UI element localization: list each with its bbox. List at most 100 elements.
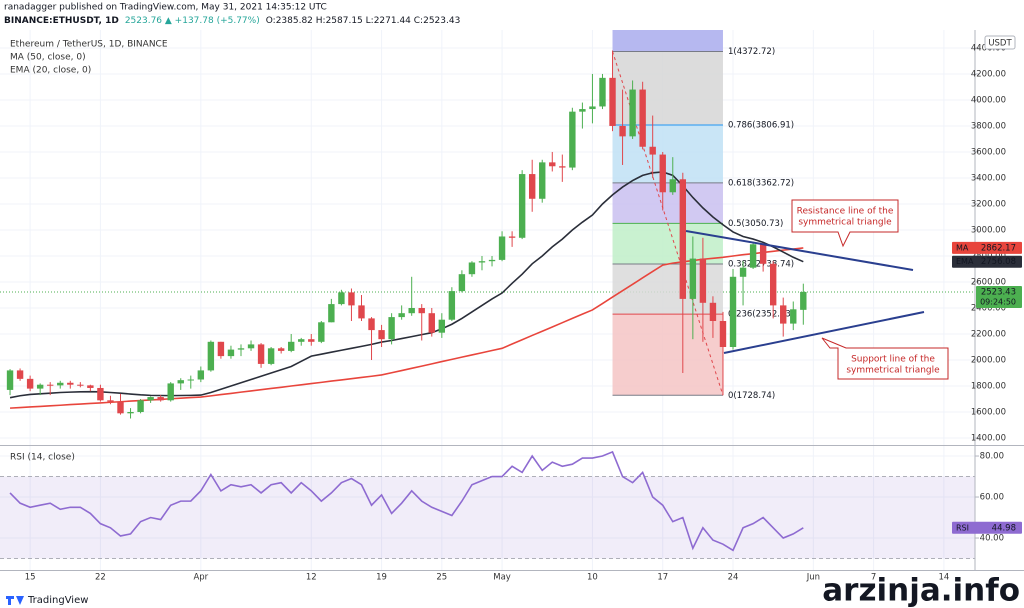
candle-body: [217, 341, 225, 357]
candle-body: [227, 349, 235, 357]
rsi-tag-value: 44.98: [992, 523, 1016, 533]
candle-body: [769, 263, 777, 306]
candle-body: [237, 348, 245, 350]
y-tick-label: 80.00: [980, 452, 1004, 462]
price-tag-timer: 09:24:50: [980, 297, 1016, 306]
callout-box: [791, 199, 899, 248]
brand-name: TradingView: [27, 595, 88, 606]
fib-label: 0.618(3362.72): [728, 178, 794, 188]
candle-body: [629, 89, 636, 137]
candle-body: [729, 276, 737, 348]
candle-body: [147, 397, 154, 401]
candle-body: [398, 313, 405, 318]
candle-body: [257, 344, 265, 364]
y-tick-label: 2400.00: [971, 303, 1006, 313]
y-tick-label: 2000.00: [971, 356, 1006, 366]
fib-zone: [612, 30, 723, 52]
candle-body: [97, 387, 104, 401]
candle-body: [348, 292, 355, 306]
rsi-tag-name: RSI: [956, 523, 969, 532]
rsi-band: [0, 476, 975, 559]
x-tick-label: 17: [657, 573, 668, 583]
x-tick-label: 22: [95, 573, 106, 583]
tradingview-brand: TradingView: [6, 595, 88, 606]
legend-title: Ethereum / TetherUS, 1D, BINANCE: [10, 40, 168, 50]
candle-body: [739, 267, 747, 277]
fib-zone: [612, 182, 723, 224]
candle-body: [57, 382, 64, 386]
fib-label: 0.5(3050.73): [728, 219, 783, 229]
ema-tag-box: [952, 255, 1022, 268]
candle-body: [458, 274, 466, 292]
candle-body: [528, 174, 536, 199]
candle-body: [368, 318, 375, 331]
candle-body: [569, 111, 576, 168]
callout-box: [821, 337, 949, 380]
candle-body: [287, 341, 295, 351]
ma-tag-name: MA: [956, 243, 969, 252]
currency-box: [984, 35, 1016, 50]
x-tick-label: 12: [306, 573, 317, 583]
y-tick-label: 3200.00: [971, 199, 1006, 209]
candle-body: [26, 378, 34, 389]
candle-body: [579, 109, 586, 112]
price-axis-bg: [975, 30, 1024, 590]
x-tick-label: 15: [25, 573, 36, 583]
y-tick-label: 1600.00: [971, 408, 1006, 418]
ema-line: [9, 171, 804, 399]
legend-rsi: RSI (14, close): [10, 453, 75, 463]
candle-body: [428, 313, 435, 333]
candle-body: [478, 261, 486, 263]
candle-body: [790, 309, 797, 324]
callout-text: symmetrical triangle: [846, 366, 940, 376]
plot: [6, 50, 807, 552]
y-tick-label: 3800.00: [971, 121, 1006, 131]
candle-body: [559, 166, 566, 168]
candle-body: [599, 77, 606, 107]
resistance-callout: Resistance line of the symmetrical trian…: [791, 199, 899, 248]
candle-body: [719, 320, 727, 348]
fib-label: 0(1728.74): [728, 391, 775, 401]
candle-body: [418, 307, 425, 314]
candle-body: [549, 162, 556, 167]
candle-body: [207, 341, 215, 371]
candle-body: [107, 400, 114, 402]
candle-body: [67, 382, 74, 385]
candle-body: [539, 162, 546, 199]
y-tick-label: 2200.00: [971, 329, 1006, 339]
candle-body: [800, 291, 807, 310]
candle-body: [609, 77, 616, 126]
candle-body: [308, 339, 315, 342]
candle-body: [157, 397, 164, 401]
candle-body: [197, 370, 205, 380]
x-tick-label: 14: [938, 573, 949, 583]
y-tick-label: 4200.00: [971, 69, 1006, 79]
publisher: ranadagger published on TradingView.com,…: [4, 3, 327, 13]
candle-body: [36, 384, 44, 389]
x-tick-label: 25: [436, 573, 447, 583]
candle-body: [47, 384, 54, 386]
callout-text: Resistance line of the: [797, 207, 894, 217]
y-tick-label: 3600.00: [971, 147, 1006, 157]
candle-body: [137, 400, 144, 413]
price-tag-box: [976, 285, 1022, 308]
fib-label: 0.786(3806.91): [728, 121, 794, 131]
candle-body: [709, 302, 717, 321]
candle-body: [318, 322, 325, 342]
fib-label: 1(4372.72): [728, 47, 775, 57]
candle-body: [277, 348, 285, 351]
fib-zone: [612, 263, 723, 315]
y-tick-label: 2600.00: [971, 277, 1006, 287]
ohlc: O:2385.82 H:2587.15 L:2271.44 C:2523.43: [266, 16, 461, 26]
brand-logo: [6, 596, 24, 605]
candle-body: [448, 291, 456, 320]
y-tick-label: 3400.00: [971, 173, 1006, 183]
candle-body: [438, 319, 446, 333]
fib-zone: [612, 314, 723, 396]
y-tick-label: 1400.00: [971, 434, 1006, 444]
candle-body: [488, 259, 496, 262]
rsi-tag-box: [952, 521, 1022, 534]
x-tick-label: 24: [728, 573, 739, 583]
candle-body: [77, 384, 84, 386]
